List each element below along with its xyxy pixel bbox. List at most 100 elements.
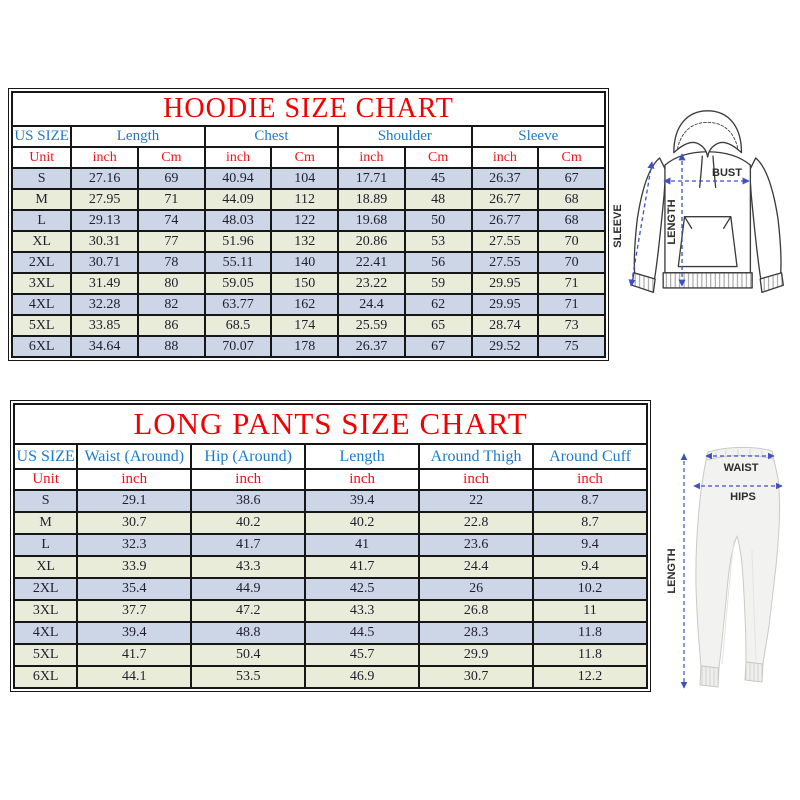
- size-cell: 3XL: [10, 272, 73, 295]
- measurement-value-cell: 65: [403, 314, 473, 337]
- unit-cell: inch: [304, 468, 421, 491]
- measurement-value-cell: 9.4: [532, 555, 648, 579]
- measurement-value-cell: 8.7: [532, 511, 648, 535]
- hoodie-hood: [673, 110, 743, 158]
- measurement-value-cell: 26.77: [470, 188, 540, 211]
- measurement-value-cell: 28.3: [418, 621, 535, 645]
- measurement-value-cell: 30.71: [70, 251, 139, 274]
- measurement-value-cell: 48.8: [190, 621, 307, 645]
- measurement-value-cell: 42.5: [304, 577, 421, 601]
- pants-creases: [721, 539, 757, 665]
- measurement-value-cell: 44.09: [203, 188, 273, 211]
- col-header-thigh: Around Thigh: [418, 443, 535, 470]
- measurement-value-cell: 162: [270, 293, 340, 316]
- hoodie-table-body: S 27.16 69 40.94 104 17.71 45 26.37 67 M 27.95 71 44…: [10, 167, 606, 358]
- measurement-value-cell: 82: [137, 293, 206, 316]
- measurement-value-cell: 73: [537, 314, 606, 337]
- unit-cell: inch: [470, 146, 540, 169]
- measurement-value-cell: 24.4: [418, 555, 535, 579]
- size-row-4XL: 4XL 32.28 82 63.77 162 24.4 62 29.95 71: [10, 293, 606, 316]
- size-cell: 4XL: [12, 621, 79, 645]
- measurement-value-cell: 25.59: [337, 314, 406, 337]
- measurement-value-cell: 86: [137, 314, 206, 337]
- measurement-value-cell: 70.07: [203, 335, 273, 358]
- measurement-value-cell: 29.52: [470, 335, 540, 358]
- measurement-value-cell: 132: [270, 230, 340, 253]
- measurement-value-cell: 30.7: [76, 511, 193, 535]
- measurement-value-cell: 56: [403, 251, 473, 274]
- size-row-2XL: 2XL 30.71 78 55.11 140 22.41 56 27.55 70: [10, 251, 606, 274]
- measurement-value-cell: 140: [270, 251, 340, 274]
- measurement-value-cell: 37.7: [76, 599, 193, 623]
- measurement-value-cell: 59.05: [203, 272, 273, 295]
- hoodie-pocket: [677, 216, 738, 268]
- unit-row-label: Unit: [10, 146, 73, 169]
- bust-label: BUST: [712, 167, 742, 179]
- measurement-value-cell: 26.37: [470, 167, 540, 190]
- measurement-value-cell: 178: [270, 335, 340, 358]
- measurement-value-cell: 10.2: [532, 577, 648, 601]
- measurement-value-cell: 47.2: [190, 599, 307, 623]
- size-cell: S: [12, 489, 79, 513]
- hoodie-right-sleeve: [748, 157, 782, 282]
- measurement-value-cell: 68: [537, 188, 606, 211]
- measurement-value-cell: 59: [403, 272, 473, 295]
- col-group-sleeve: Sleeve: [470, 125, 607, 148]
- hoodie-title-row: HOODIE SIZE CHART: [11, 91, 606, 127]
- measurement-value-cell: 40.2: [304, 511, 421, 535]
- measurement-value-cell: 44.9: [190, 577, 307, 601]
- pants-silhouette: [695, 446, 780, 669]
- measurement-value-cell: 26.8: [418, 599, 535, 623]
- measurement-value-cell: 26.77: [470, 209, 540, 232]
- measurement-value-cell: 18.89: [337, 188, 406, 211]
- measurement-value-cell: 33.9: [76, 555, 193, 579]
- measurement-value-cell: 43.3: [304, 599, 421, 623]
- size-row-XL: XL 30.31 77 51.96 132 20.86 53 27.55 70: [10, 230, 606, 253]
- size-row-3XL: 3XL 37.7 47.2 43.3 26.8 11: [12, 599, 648, 623]
- size-cell: M: [12, 511, 79, 535]
- measurement-value-cell: 70: [537, 251, 606, 274]
- unit-cell: inch: [532, 468, 648, 491]
- size-cell: 3XL: [12, 599, 79, 623]
- measurement-value-cell: 11: [532, 599, 648, 623]
- size-cell: XL: [12, 555, 79, 579]
- measurement-value-cell: 23.6: [418, 533, 535, 557]
- measurement-value-cell: 22.41: [337, 251, 406, 274]
- measurement-value-cell: 44.1: [76, 665, 193, 689]
- measurement-value-cell: 38.6: [190, 489, 307, 513]
- size-row-5XL: 5XL 41.7 50.4 45.7 29.9 11.8: [12, 643, 648, 667]
- pants-measurement-diagram: WAIST HIPS LENGTH: [648, 440, 800, 700]
- unit-cell: inch: [418, 468, 535, 491]
- col-header-waist: Waist (Around): [76, 443, 193, 470]
- measurement-value-cell: 71: [537, 272, 606, 295]
- measurement-value-cell: 150: [270, 272, 340, 295]
- hoodie-chart-title: HOODIE SIZE CHART: [11, 91, 606, 127]
- pants-table: LONG PANTS SIZE CHART US SIZE Waist (Aro…: [12, 403, 648, 689]
- measurement-value-cell: 29.9: [418, 643, 535, 667]
- unit-cell: inch: [337, 146, 406, 169]
- waist-label: WAIST: [724, 462, 759, 474]
- measurement-value-cell: 80: [137, 272, 206, 295]
- size-row-4XL: 4XL 39.4 48.8 44.5 28.3 11.8: [12, 621, 648, 645]
- measurement-value-cell: 11.8: [532, 643, 648, 667]
- col-group-length: Length: [70, 125, 206, 148]
- measurement-value-cell: 41.7: [304, 555, 421, 579]
- pants-length-label: LENGTH: [666, 548, 678, 593]
- measurement-value-cell: 39.4: [76, 621, 193, 645]
- measurement-value-cell: 29.95: [470, 293, 540, 316]
- measurement-value-cell: 104: [270, 167, 340, 190]
- size-row-S: S 29.1 38.6 39.4 22 8.7: [12, 489, 648, 513]
- measurement-value-cell: 28.74: [470, 314, 540, 337]
- measurement-value-cell: 53.5: [190, 665, 307, 689]
- pants-size-chart-table: LONG PANTS SIZE CHART US SIZE Waist (Aro…: [10, 400, 651, 692]
- size-cell: S: [10, 167, 73, 190]
- measurement-value-cell: 11.8: [532, 621, 648, 645]
- hoodie-table: HOODIE SIZE CHART US SIZE Length Chest S…: [10, 91, 607, 358]
- size-cell: M: [10, 188, 73, 211]
- measurement-value-cell: 24.4: [337, 293, 406, 316]
- hoodie-measure-arrows: [628, 153, 750, 287]
- pants-right-cuff: [744, 661, 764, 683]
- measurement-value-cell: 26: [418, 577, 535, 601]
- pants-title-row: LONG PANTS SIZE CHART: [13, 403, 648, 445]
- unit-cell: inch: [203, 146, 273, 169]
